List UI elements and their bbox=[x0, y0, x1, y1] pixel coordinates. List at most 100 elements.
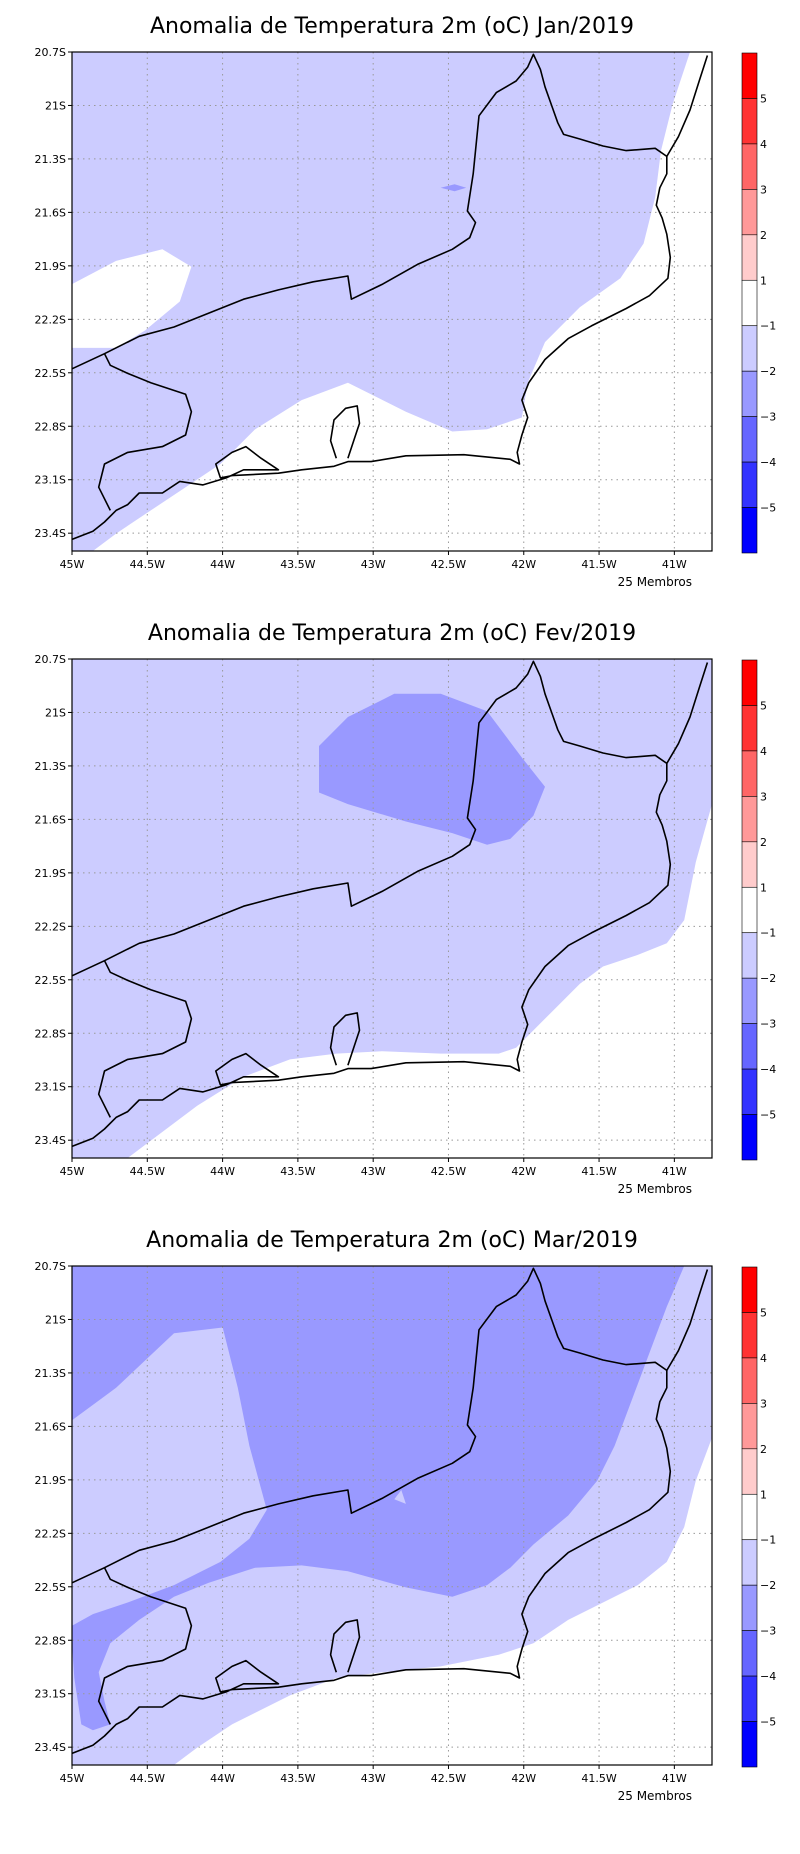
colorbar-label: −5 bbox=[760, 1716, 776, 1729]
y-tick-label: 23.1S bbox=[35, 1081, 66, 1094]
island-outline bbox=[329, 405, 361, 459]
colorbar-segment bbox=[741, 507, 758, 554]
y-tick-label: 21.9S bbox=[35, 1474, 66, 1487]
anomaly-contour-region bbox=[72, 1327, 267, 1626]
coastline bbox=[71, 1267, 672, 1755]
colorbar-segment bbox=[741, 98, 758, 145]
y-tick-label: 21.6S bbox=[35, 813, 66, 826]
colorbar-segment bbox=[741, 1403, 758, 1450]
colorbar-segment bbox=[741, 841, 758, 888]
map-canvas: 45W 44.5W 44W 43.5W 43W 42.5W 42W 41.5W 41W 20.7S… bbox=[35, 653, 777, 1178]
y-tick-label: 21.3S bbox=[35, 760, 66, 773]
colorbar-segment bbox=[741, 1357, 758, 1404]
x-tick-label: 45W bbox=[60, 1772, 85, 1785]
colorbar-label: −5 bbox=[760, 502, 776, 515]
anomaly-contour-region bbox=[127, 804, 712, 1158]
y-tick-label: 23.4S bbox=[35, 1741, 66, 1754]
colorbar-label: −2 bbox=[760, 972, 776, 985]
y-tick-label: 21.9S bbox=[35, 260, 66, 273]
colorbar-label: 5 bbox=[760, 1306, 767, 1319]
colorbar-label: 3 bbox=[760, 790, 767, 803]
colorbar-segment bbox=[741, 886, 758, 934]
colorbar-segment bbox=[741, 461, 758, 508]
x-tick-label: 41W bbox=[662, 1772, 687, 1785]
colorbar-label: 1 bbox=[760, 1488, 767, 1501]
y-tick-label: 20.7S bbox=[35, 1260, 66, 1273]
x-tick-label: 45W bbox=[60, 1165, 85, 1178]
y-tick-label: 23.1S bbox=[35, 1688, 66, 1701]
colorbar-segment bbox=[741, 1312, 758, 1359]
colorbar-label: −4 bbox=[760, 1670, 776, 1683]
anomaly-contour-region bbox=[394, 1490, 406, 1504]
colorbar-label: −5 bbox=[760, 1109, 776, 1122]
y-tick-label: 21S bbox=[45, 706, 66, 719]
colorbar-segment bbox=[741, 1584, 758, 1631]
colorbar-label: 5 bbox=[760, 699, 767, 712]
y-tick-label: 22.5S bbox=[35, 974, 66, 987]
colorbar-label: −3 bbox=[760, 1018, 776, 1031]
colorbar-segment bbox=[741, 416, 758, 463]
colorbar-segment bbox=[741, 52, 758, 99]
y-tick-label: 22.8S bbox=[35, 1634, 66, 1647]
ensemble-members-label: 25 Membros bbox=[617, 1789, 692, 1803]
map-title: Anomalia de Temperatura 2m (oC) Mar/2019 bbox=[146, 1228, 638, 1253]
state-border bbox=[97, 960, 193, 1118]
x-tick-label: 44.5W bbox=[130, 558, 165, 571]
colorbar-segment bbox=[741, 1266, 758, 1313]
map-frame bbox=[71, 658, 713, 1159]
colorbar-segment bbox=[741, 234, 758, 281]
x-tick-label: 43.5W bbox=[280, 1772, 315, 1785]
x-tick-label: 44W bbox=[210, 1165, 235, 1178]
state-border bbox=[97, 353, 193, 511]
y-tick-label: 21.3S bbox=[35, 153, 66, 166]
y-tick-label: 21S bbox=[45, 99, 66, 112]
colorbar-segment bbox=[741, 659, 758, 706]
anomaly-contour-region bbox=[174, 1437, 712, 1765]
colorbar-segment bbox=[741, 750, 758, 797]
y-tick-label: 22.2S bbox=[35, 920, 66, 933]
colorbar-segment bbox=[741, 370, 758, 417]
ensemble-members-label: 25 Membros bbox=[617, 575, 692, 589]
colorbar-label: −1 bbox=[760, 1534, 776, 1547]
map-frame bbox=[71, 51, 713, 552]
colorbar-segment bbox=[741, 1630, 758, 1677]
x-tick-label: 44W bbox=[210, 1772, 235, 1785]
colorbar-label: 4 bbox=[760, 1352, 767, 1365]
colorbar-segment bbox=[741, 189, 758, 236]
map-panel-jan: 45W 44.5W 44W 43.5W 43W 42.5W 42W 41.5W 41W 20.7S… bbox=[0, 0, 800, 607]
island-outline bbox=[329, 1012, 361, 1066]
colorbar-label: −3 bbox=[760, 411, 776, 424]
y-tick-label: 21.9S bbox=[35, 867, 66, 880]
colorbar-segment bbox=[741, 977, 758, 1024]
colorbar-segment bbox=[741, 705, 758, 752]
y-tick-label: 21S bbox=[45, 1313, 66, 1326]
colorbar-label: −1 bbox=[760, 927, 776, 940]
x-tick-label: 43W bbox=[361, 558, 386, 571]
coastline-es bbox=[666, 55, 709, 157]
colorbar-label: 5 bbox=[760, 92, 767, 105]
x-tick-label: 42W bbox=[511, 1165, 536, 1178]
y-tick-label: 23.4S bbox=[35, 1134, 66, 1147]
colorbar-segment bbox=[741, 1675, 758, 1722]
x-tick-label: 41.5W bbox=[581, 558, 616, 571]
colorbar-segment bbox=[741, 1493, 758, 1541]
coastline-es bbox=[666, 1269, 709, 1371]
colorbar-segment bbox=[741, 932, 758, 979]
coastline bbox=[71, 53, 672, 541]
colorbar-label: 2 bbox=[760, 229, 767, 242]
y-tick-label: 22.8S bbox=[35, 1027, 66, 1040]
x-tick-label: 45W bbox=[60, 558, 85, 571]
colorbar-segment bbox=[741, 279, 758, 327]
colorbar-label: 3 bbox=[760, 183, 767, 196]
map-title: Anomalia de Temperatura 2m (oC) Fev/2019 bbox=[147, 621, 637, 646]
colorbar-label: −2 bbox=[760, 365, 776, 378]
colorbar-label: 2 bbox=[760, 836, 767, 849]
map-canvas: 45W 44.5W 44W 43.5W 43W 42.5W 42W 41.5W 41W 20.7S… bbox=[35, 1260, 777, 1785]
colorbar-segment bbox=[741, 796, 758, 843]
x-tick-label: 44.5W bbox=[130, 1772, 165, 1785]
colorbar-label: 4 bbox=[760, 138, 767, 151]
y-tick-label: 22.5S bbox=[35, 367, 66, 380]
colorbar-segment bbox=[741, 1068, 758, 1115]
colorbar-segment bbox=[741, 1539, 758, 1586]
y-tick-label: 22.2S bbox=[35, 313, 66, 326]
